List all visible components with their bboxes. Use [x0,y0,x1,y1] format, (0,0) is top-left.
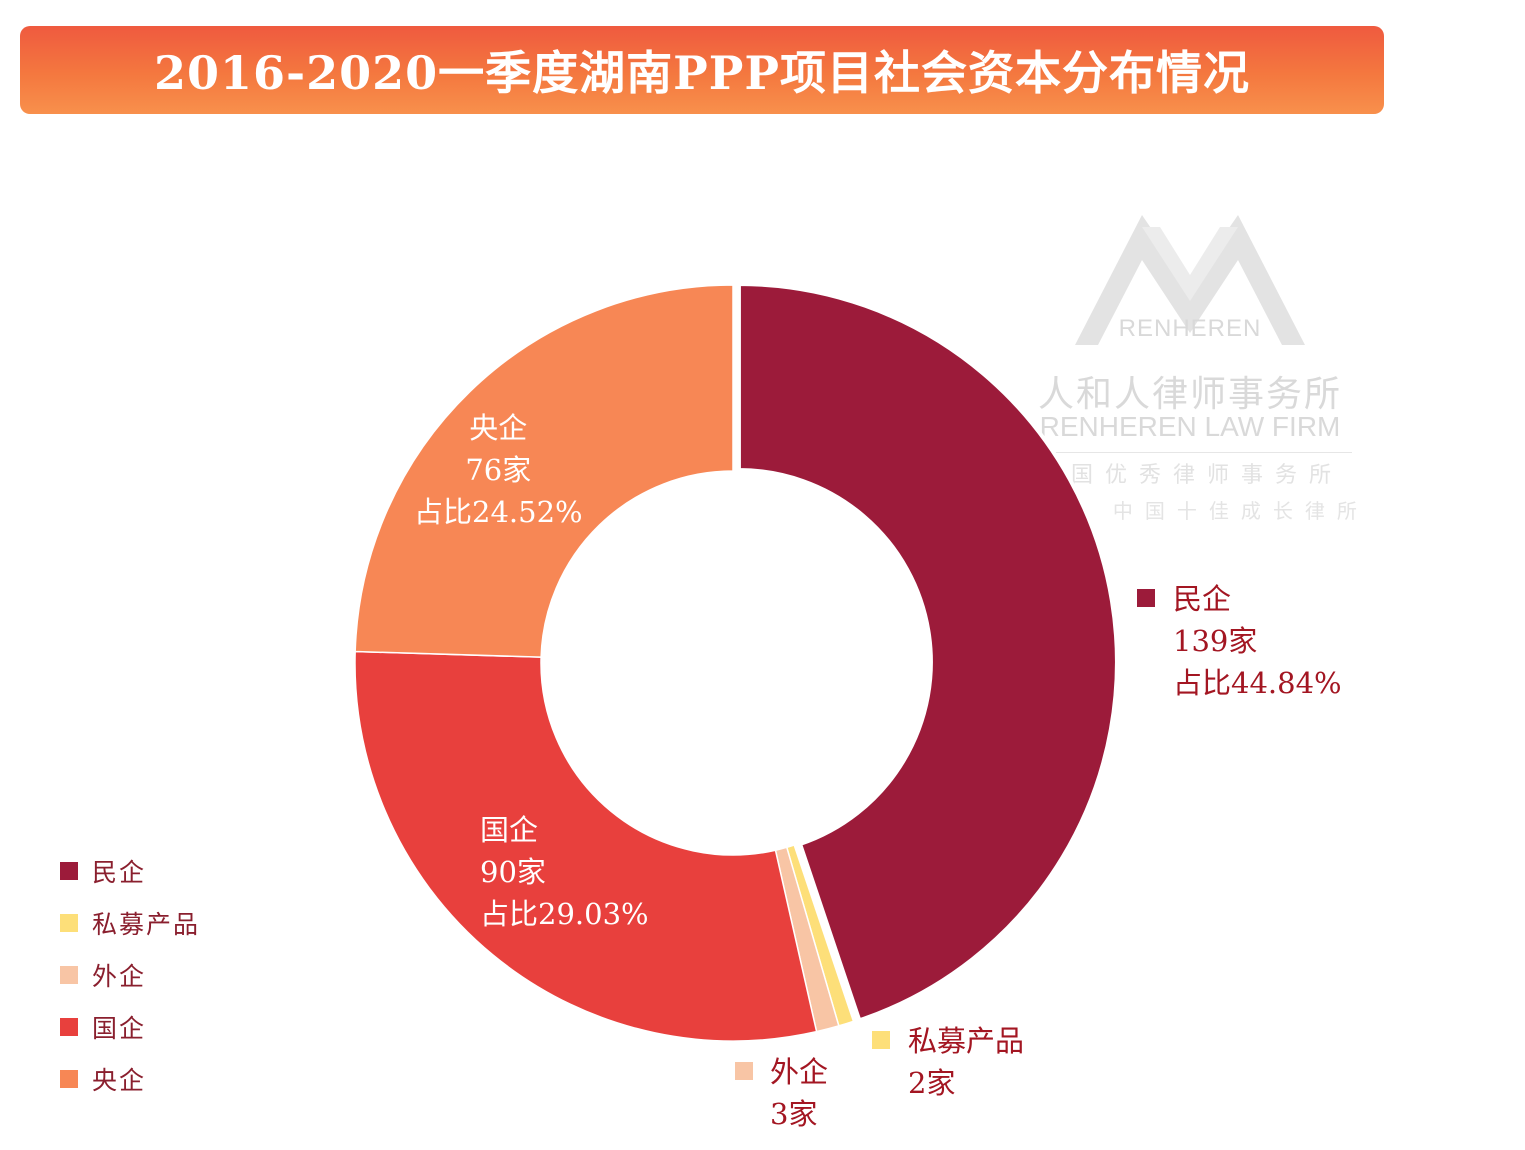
label-waiqi-count: 3家 [770,1097,818,1131]
label-waiqi: 外企 3家 [770,1051,828,1135]
watermark-divider [1028,452,1352,453]
legend-swatch [60,1070,78,1088]
label-minqi-name: 民企 [1173,582,1232,616]
watermark-brand: RENHEREN [1118,315,1262,342]
label-yangqi-pct: 占比24.52% [414,495,583,529]
label-minqi-swatch [1137,589,1155,607]
label-minqi-pct: 占比44.84% [1173,666,1342,700]
label-guoqi-pct: 占比29.03% [480,897,649,931]
legend-label: 民企 [92,858,147,887]
label-simu-name: 私募产品 [908,1024,1025,1058]
label-simu-swatch [872,1031,890,1049]
watermark: RENHEREN 人和人律师事务所 RENHEREN LAW FIRM 全国优秀… [1020,205,1360,535]
legend-label: 私募产品 [92,910,201,939]
legend-swatch [60,1018,78,1036]
label-yangqi-count: 76家 [465,453,532,487]
title-bar: 2016-2020一季度湖南PPP项目社会资本分布情况 [20,26,1384,114]
watermark-line3: 全国优秀律师事务所 [1036,463,1343,488]
label-minqi-count: 139家 [1173,624,1258,658]
watermark-name-en: RENHEREN LAW FIRM [1039,411,1341,442]
legend-item-guoqi: 国企 [60,1001,200,1053]
label-guoqi: 国企 90家 占比29.03% [480,809,649,935]
legend-item-waiqi: 外企 [60,949,200,1001]
legend-item-minqi: 民企 [60,845,200,897]
label-minqi: 民企 139家 占比44.84% [1173,578,1342,704]
label-simu-count: 2家 [908,1066,956,1100]
legend-item-yangqi: 央企 [60,1053,200,1105]
chart-title: 2016-2020一季度湖南PPP项目社会资本分布情况 [154,46,1250,100]
legend-item-simu: 私募产品 [60,897,200,949]
watermark-name-cn: 人和人律师事务所 [1037,374,1342,415]
donut-slice-guoqi [354,650,818,1042]
label-guoqi-count: 90家 [480,855,546,889]
legend-label: 国企 [92,1014,147,1043]
donut-slice-yangqi [354,284,734,658]
label-guoqi-name: 国企 [480,813,539,847]
label-waiqi-swatch [735,1062,753,1080]
mountain-logo-icon [1075,215,1305,345]
legend-label: 外企 [92,962,147,991]
legend-swatch [60,966,78,984]
legend-swatch [60,914,78,932]
label-waiqi-name: 外企 [770,1055,829,1089]
legend-label: 央企 [92,1066,147,1095]
donut-slice-minqi [736,282,1119,1023]
label-simu: 私募产品 2家 [908,1020,1024,1104]
legend-swatch [60,862,78,880]
label-yangqi: 央企 76家 占比24.52% [414,407,583,533]
legend: 民企 私募产品 外企 国企 央企 [60,845,200,1105]
label-yangqi-name: 央企 [469,411,528,445]
